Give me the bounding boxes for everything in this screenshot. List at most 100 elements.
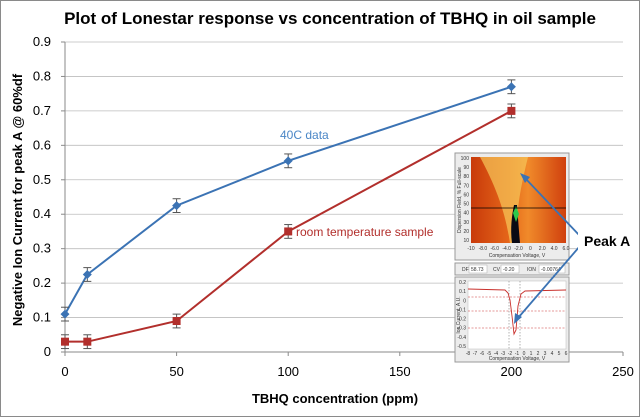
inset-top-x-tick: 4.0 xyxy=(551,246,558,252)
inset-top-y-tick: 80 xyxy=(463,174,469,180)
series-1 xyxy=(60,79,516,322)
inset-bottom-ylabel: Ion Current, A.U. xyxy=(456,296,462,333)
peak-a-label: Peak A xyxy=(584,233,630,249)
data-point xyxy=(506,82,516,92)
inset-top-x-tick: -2.0 xyxy=(514,246,523,252)
inset-ion-trace: Ion Current, A.U. -8 -7 -6 -5 -4 -3 -2 -1 0 1 2 3 4 5… xyxy=(454,276,570,363)
x-tick-label: 150 xyxy=(389,364,411,379)
inset-bottom-x-tick: 6 xyxy=(565,351,568,357)
y-tick-label: 0.5 xyxy=(33,172,51,187)
data-point xyxy=(507,106,516,115)
inset-top-y-tick: 70 xyxy=(463,183,469,189)
inset-top-x-tick: -10 xyxy=(467,246,474,252)
data-point xyxy=(82,270,92,279)
info-ion-value: -0.00764 xyxy=(541,267,561,273)
inset-bottom-x-tick: -6 xyxy=(480,351,485,357)
inset-top-x-ticks: -10 -8.0 -6.0 -4.0 -2.0 0 2.0 4.0 6.0 xyxy=(467,246,569,252)
inset-bottom-x-tick: -4 xyxy=(494,351,499,357)
info-ion-label: ION xyxy=(527,267,536,273)
inset-bottom-x-tick: 4 xyxy=(551,351,554,357)
data-point xyxy=(61,337,69,346)
y-tick-labels: 0 0.1 0.2 0.3 0.4 0.5 0.6 0.7 0.8 0.9 xyxy=(33,34,51,359)
inset-top-x-tick: 2.0 xyxy=(539,246,546,252)
inset-trace-line xyxy=(467,288,567,336)
inset-bottom-y-tick: 0 xyxy=(463,298,466,304)
info-df-box xyxy=(468,264,488,274)
inset-top-x-tick: -6.0 xyxy=(490,246,499,252)
inset-bottom-y-tick: -0.5 xyxy=(457,344,466,350)
inset-info-strip: DF 58.73 CV -0.20 ION -0.00764 xyxy=(454,262,570,276)
x-tick-label: 0 xyxy=(61,364,68,379)
peak-a-arrow-bottom xyxy=(517,245,581,319)
y-tick-label: 0.2 xyxy=(33,275,51,290)
peak-a-arrow-top xyxy=(524,177,581,237)
inset-bottom-y-tick: 0.2 xyxy=(459,280,466,286)
peak-a-arrowhead-top xyxy=(520,173,530,183)
y-tick-label: 0.3 xyxy=(33,241,51,256)
inset-bottom-x-tick: -7 xyxy=(473,351,478,357)
data-series xyxy=(60,79,516,350)
data-point xyxy=(284,227,293,236)
y-axis-title: Negative Ion Current for peak A @ 60%df xyxy=(10,73,25,326)
series-2 xyxy=(61,103,516,350)
inset-bottom-y-tick: -0.3 xyxy=(457,326,466,332)
y-tick-label: 0.7 xyxy=(33,103,51,118)
info-cv-box xyxy=(500,264,520,274)
peak-a-arrowhead-bottom xyxy=(514,313,522,324)
inset-top-y-tick: 30 xyxy=(463,220,469,226)
y-tick-label: 0.6 xyxy=(33,137,51,152)
x-tick-label: 200 xyxy=(501,364,523,379)
x-tick-label: 50 xyxy=(169,364,183,379)
inset-bottom-x-tick: -2 xyxy=(508,351,513,357)
chart-title: Plot of Lonestar response vs concentrati… xyxy=(64,9,596,28)
inset-top-y-tick: 60 xyxy=(463,192,469,198)
info-df-value: 58.73 xyxy=(471,267,484,273)
x-tick-labels: 0 50 100 150 200 250 xyxy=(61,364,633,379)
info-ion-box xyxy=(538,264,566,274)
inset-top-ylabel: Dispersion Field, % Full-scale xyxy=(457,167,463,233)
inset-top-x-tick: 0 xyxy=(529,246,532,252)
inset-top-y-tick: 50 xyxy=(463,202,469,208)
inset-bottom-y-ticks: 0.2 0.1 0 -0.1 -0.2 -0.3 -0.4 -0.5 xyxy=(457,280,466,350)
series-label-room-temp: room temperature sample xyxy=(296,225,434,239)
data-point xyxy=(172,201,182,211)
data-point xyxy=(60,309,70,319)
x-tick-label: 100 xyxy=(277,364,299,379)
inset-bottom-x-tick: 2 xyxy=(537,351,540,357)
peak-a-label-bg xyxy=(578,230,628,252)
inset-top-xlabel: Compensation Voltage, V xyxy=(489,253,546,259)
y-tick-label: 0.9 xyxy=(33,34,51,49)
inset-bottom-x-ticks: -8 -7 -6 -5 -4 -3 -2 -1 0 1 2 3 4 5 6 xyxy=(466,351,568,357)
inset-top-x-tick: -4.0 xyxy=(502,246,511,252)
info-cv-value: -0.20 xyxy=(503,267,515,273)
inset-bottom-x-tick: -3 xyxy=(501,351,506,357)
peak-a-callout: Peak A xyxy=(514,173,630,324)
inset-bottom-xlabel: Compensation Voltage, V xyxy=(489,356,546,362)
inset-bottom-x-tick: 3 xyxy=(544,351,547,357)
y-tick-label: 0.4 xyxy=(33,206,51,221)
data-point xyxy=(283,156,293,166)
inset-top-y-tick: 40 xyxy=(463,211,469,217)
inset-bottom-y-tick: 0.1 xyxy=(459,289,466,295)
inset-bottom-x-tick: 0 xyxy=(523,351,526,357)
y-tick-label: 0.8 xyxy=(33,68,51,83)
inset-top-y-tick: 90 xyxy=(463,165,469,171)
x-tick-label: 250 xyxy=(612,364,634,379)
data-point xyxy=(172,317,181,325)
inset-heatmap-green xyxy=(513,206,519,222)
inset-bottom-y-tick: -0.1 xyxy=(457,307,466,313)
inset-bottom-x-tick: 1 xyxy=(530,351,533,357)
inset-top-y-tick: 20 xyxy=(463,229,469,235)
inset-bottom-y-tick: -0.4 xyxy=(457,335,466,341)
inset-bottom-x-tick: 5 xyxy=(558,351,561,357)
inset-heatmap-peak xyxy=(511,205,520,243)
info-cv-label: CV xyxy=(493,267,501,273)
data-point xyxy=(83,337,92,346)
series-label-40c: 40C data xyxy=(280,128,329,142)
inset-bottom-x-tick: -8 xyxy=(466,351,471,357)
info-df-label: DF xyxy=(462,267,469,273)
inset-bottom-x-tick: -1 xyxy=(515,351,520,357)
inset-top-y-ticks: 100 90 80 70 60 50 40 30 20 10 xyxy=(461,156,470,244)
inset-top-x-tick: 6.0 xyxy=(563,246,570,252)
